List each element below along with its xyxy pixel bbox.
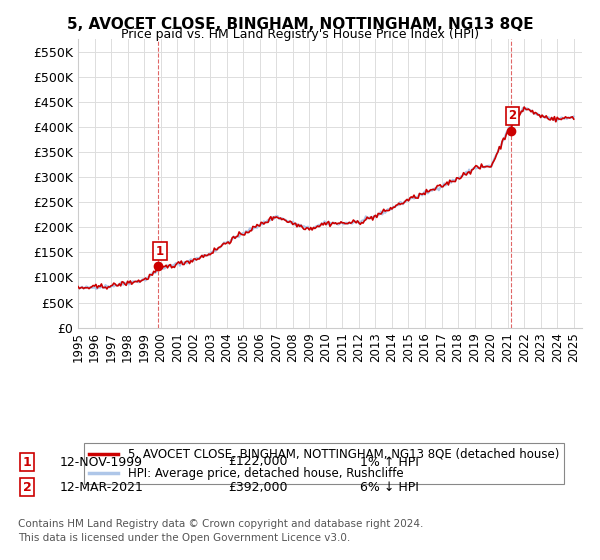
Text: 1: 1 xyxy=(156,245,164,258)
Text: Contains HM Land Registry data © Crown copyright and database right 2024.: Contains HM Land Registry data © Crown c… xyxy=(18,519,424,529)
Text: 2: 2 xyxy=(508,109,517,123)
Text: 12-MAR-2021: 12-MAR-2021 xyxy=(60,480,144,494)
Text: 12-NOV-1999: 12-NOV-1999 xyxy=(60,455,143,469)
Text: This data is licensed under the Open Government Licence v3.0.: This data is licensed under the Open Gov… xyxy=(18,533,350,543)
Text: £122,000: £122,000 xyxy=(228,455,287,469)
Legend: 5, AVOCET CLOSE, BINGHAM, NOTTINGHAM, NG13 8QE (detached house), HPI: Average pr: 5, AVOCET CLOSE, BINGHAM, NOTTINGHAM, NG… xyxy=(84,443,563,484)
Text: £392,000: £392,000 xyxy=(228,480,287,494)
Text: 5, AVOCET CLOSE, BINGHAM, NOTTINGHAM, NG13 8QE: 5, AVOCET CLOSE, BINGHAM, NOTTINGHAM, NG… xyxy=(67,17,533,32)
Text: 6% ↓ HPI: 6% ↓ HPI xyxy=(360,480,419,494)
Text: Price paid vs. HM Land Registry's House Price Index (HPI): Price paid vs. HM Land Registry's House … xyxy=(121,28,479,41)
Text: 2: 2 xyxy=(23,480,31,494)
Text: 1% ↑ HPI: 1% ↑ HPI xyxy=(360,455,419,469)
Text: 1: 1 xyxy=(23,455,31,469)
